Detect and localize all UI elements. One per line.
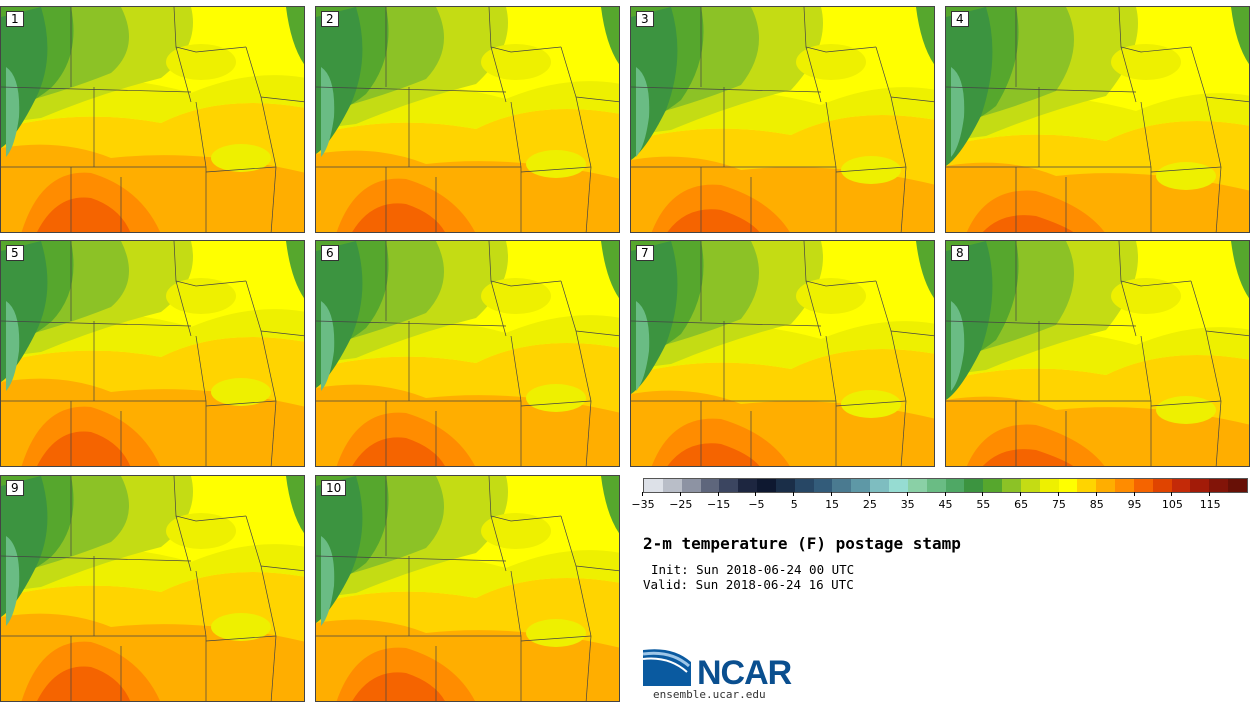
colorbar-swatch bbox=[1039, 479, 1059, 492]
colorbar-swatch bbox=[851, 479, 871, 492]
colorbar-tick: 85 bbox=[1067, 492, 1127, 511]
figure-title: 2-m temperature (F) postage stamp bbox=[643, 534, 961, 553]
colorbar-tick: −5 bbox=[726, 492, 786, 511]
colorbar-tick-labels: −35 −25 −15 −5 5 15 25 35 45 55 65 75 85 95 105 115 bbox=[631, 492, 1248, 516]
member-number-label: 6 bbox=[321, 245, 339, 261]
colorbar-swatch bbox=[1077, 479, 1097, 492]
colorbar-swatch bbox=[700, 479, 720, 492]
colorbar-swatch bbox=[1002, 479, 1021, 492]
colorbar-swatch bbox=[964, 479, 984, 492]
member-number-label: 4 bbox=[951, 11, 969, 27]
colorbar-swatch bbox=[775, 479, 795, 492]
colorbar-swatch bbox=[794, 479, 814, 492]
colorbar-swatch bbox=[719, 479, 739, 492]
colorbar-tick: 115 bbox=[1180, 492, 1240, 511]
colorbar-swatch bbox=[757, 479, 776, 492]
member-map-panel: 1 bbox=[0, 6, 305, 233]
colorbar-tick: 25 bbox=[840, 492, 900, 511]
colorbar-swatch bbox=[926, 479, 946, 492]
member-map-panel: 7 bbox=[630, 240, 935, 467]
valid-time: Valid: Sun 2018-06-24 16 UTC bbox=[643, 577, 854, 592]
member-map-panel: 6 bbox=[315, 240, 620, 467]
colorbar-tick: 95 bbox=[1105, 492, 1165, 511]
member-number-label: 3 bbox=[636, 11, 654, 27]
colorbar-swatch bbox=[945, 479, 965, 492]
member-number-label: 9 bbox=[6, 480, 24, 496]
member-number-label: 2 bbox=[321, 11, 339, 27]
colorbar-tick: 75 bbox=[1029, 492, 1089, 511]
colorbar-tick: −15 bbox=[689, 492, 749, 511]
colorbar-swatch bbox=[1096, 479, 1116, 492]
member-map-panel: 5 bbox=[0, 240, 305, 467]
colorbar-swatch bbox=[870, 479, 889, 492]
colorbar-swatch bbox=[1115, 479, 1134, 492]
colorbar-swatch bbox=[738, 479, 758, 492]
colorbar-tick: 65 bbox=[991, 492, 1051, 511]
member-number-label: 5 bbox=[6, 245, 24, 261]
colorbar-swatch bbox=[644, 479, 663, 492]
temperature-colorbar bbox=[643, 478, 1248, 493]
member-map-panel: 8 bbox=[945, 240, 1250, 467]
member-map-panel: 9 bbox=[0, 475, 305, 702]
colorbar-swatch bbox=[983, 479, 1003, 492]
member-number-label: 7 bbox=[636, 245, 654, 261]
colorbar-swatch bbox=[681, 479, 701, 492]
colorbar-tick: 105 bbox=[1142, 492, 1202, 511]
member-number-label: 10 bbox=[321, 480, 347, 496]
ncar-logo-icon bbox=[643, 649, 691, 686]
colorbar-tick: 45 bbox=[916, 492, 976, 511]
colorbar-swatch bbox=[1209, 479, 1229, 492]
colorbar-tick: 15 bbox=[802, 492, 862, 511]
colorbar-swatch bbox=[888, 479, 908, 492]
colorbar-swatch bbox=[1058, 479, 1078, 492]
member-number-label: 8 bbox=[951, 245, 969, 261]
colorbar-swatch bbox=[907, 479, 927, 492]
member-map-panel: 2 bbox=[315, 6, 620, 233]
colorbar-swatch bbox=[813, 479, 833, 492]
colorbar-swatch bbox=[1133, 479, 1153, 492]
colorbar-tick: −35 bbox=[613, 492, 673, 511]
colorbar-swatch bbox=[1152, 479, 1172, 492]
colorbar-tick: −25 bbox=[651, 492, 711, 511]
member-map-panel: 10 bbox=[315, 475, 620, 702]
colorbar-swatch bbox=[1228, 479, 1247, 492]
colorbar-swatch bbox=[1171, 479, 1191, 492]
colorbar-swatch bbox=[1190, 479, 1210, 492]
colorbar-tick: 5 bbox=[764, 492, 824, 511]
colorbar-tick: 35 bbox=[878, 492, 938, 511]
member-map-panel: 4 bbox=[945, 6, 1250, 233]
ncar-logo-text: NCAR bbox=[697, 654, 792, 692]
member-map-panel: 3 bbox=[630, 6, 935, 233]
colorbar-swatch bbox=[832, 479, 852, 492]
site-url: ensemble.ucar.edu bbox=[653, 688, 766, 701]
colorbar-swatch bbox=[1020, 479, 1040, 492]
member-number-label: 1 bbox=[6, 11, 24, 27]
init-time: Init: Sun 2018-06-24 00 UTC bbox=[651, 562, 855, 577]
colorbar-tick: 55 bbox=[953, 492, 1013, 511]
colorbar-swatch bbox=[662, 479, 682, 492]
